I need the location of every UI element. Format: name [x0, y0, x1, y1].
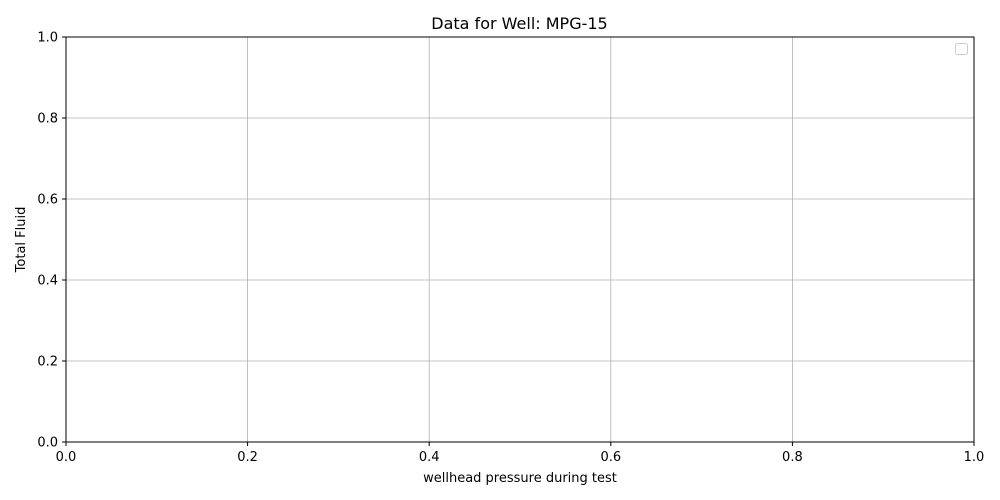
y-axis-ticks: 0.0 0.2 0.4 0.6 0.8 1.0	[37, 31, 66, 451]
y-tick-label: 0.0	[37, 436, 58, 451]
x-tick-label: 0.4	[419, 450, 440, 465]
x-tick-label: 0.2	[237, 450, 258, 465]
y-tick-label: 0.4	[37, 274, 58, 289]
legend-box[interactable]	[955, 43, 968, 55]
x-tick-label: 0.6	[600, 450, 621, 465]
y-tick-label: 0.8	[37, 112, 58, 127]
y-tick-label: 0.6	[37, 193, 58, 208]
x-axis-label: wellhead pressure during test	[423, 471, 617, 486]
y-tick-label: 1.0	[37, 31, 58, 46]
x-tick-label: 0.0	[56, 450, 77, 465]
chart-title: Data for Well: MPG-15	[431, 14, 607, 33]
x-tick-label: 1.0	[964, 450, 985, 465]
plot-frame	[65, 36, 975, 443]
y-axis-label: Total Fluid	[14, 207, 29, 274]
x-tick-label: 0.8	[782, 450, 803, 465]
plot-area	[66, 37, 974, 442]
y-tick-label: 0.2	[37, 355, 58, 370]
x-axis-ticks: 0.0 0.2 0.4 0.6 0.8 1.0	[56, 442, 985, 465]
